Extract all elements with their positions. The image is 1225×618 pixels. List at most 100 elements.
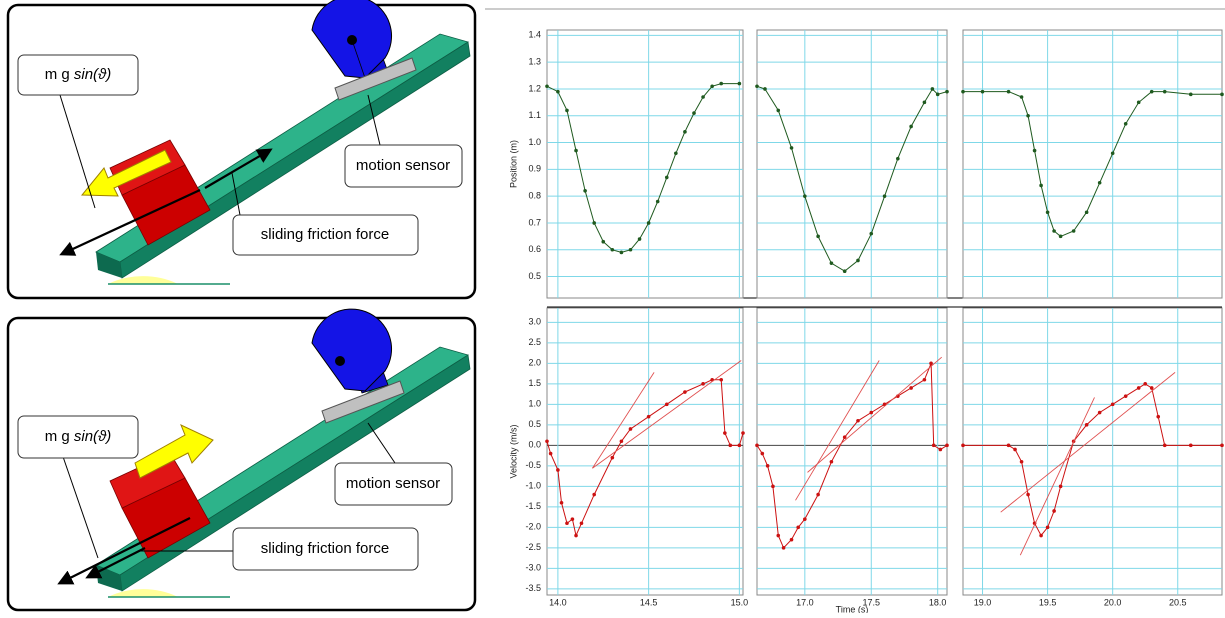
data-point [1162,89,1167,94]
data-point [789,146,794,150]
data-point [945,89,949,94]
data-line [963,383,1222,537]
y-tick-label: 0.5 [528,419,541,429]
y-tick-label: -1.5 [525,501,541,511]
data-point [1084,423,1089,427]
fit-line [1000,372,1176,513]
data-point [545,84,549,89]
y-tick-label: 1.1 [528,110,541,120]
data-point [922,100,927,105]
data-point [610,455,615,460]
y-axis-label: Velocity (m/s) [508,424,518,478]
force-label: m g sin(ϑ) [45,428,112,445]
x-tick-label: 19.0 [974,597,992,607]
data-point [683,390,687,394]
data-point [803,194,807,198]
data-point [664,175,669,180]
y-tick-label: 0.7 [528,217,541,227]
data-point [610,247,615,252]
data-point [664,402,669,407]
data-point [619,250,624,255]
fit-line [592,360,742,469]
data-line [963,91,1222,237]
fit-line [795,360,880,501]
data-point [1136,100,1141,105]
data-point [723,431,727,435]
data-point [692,111,696,115]
data-point [765,464,770,468]
data-point [896,156,900,161]
plot-area [546,307,744,596]
data-point [646,221,651,225]
y-tick-label: -1.0 [525,481,541,491]
data-point [760,451,765,456]
force-function: sin(ϑ) [74,66,111,83]
charts: 0.5 0.6 0.7 0.8 0.9 1.0 1.1 1.2 1.3 1.4 Position (… [508,29,1224,614]
y-tick-label: -0.5 [525,460,541,470]
data-point [1058,234,1063,239]
y-tick-label: 0.0 [528,440,541,450]
y-tick-label: -2.0 [525,522,541,532]
data-point [574,148,578,153]
data-point [796,525,800,530]
data-point [842,269,847,274]
data-line [756,363,948,549]
data-point [1071,229,1076,233]
data-point [1097,180,1102,185]
x-tick-label: 20.0 [1104,597,1122,607]
y-tick-label: 0.5 [528,271,541,281]
data-point [1019,95,1024,99]
data-point [1220,92,1224,97]
fit-line [592,372,655,469]
data-point [1188,92,1193,97]
data-point [1110,402,1115,407]
data-point [728,443,733,448]
data-point [771,484,775,489]
data-point [1039,533,1043,538]
data-point [545,439,549,444]
force-label-text: m g [45,66,70,83]
y-axis-label: Position (m) [508,140,518,188]
data-point [1026,113,1030,118]
data-point [856,418,860,423]
data-point [1188,443,1193,448]
data-point [922,377,927,382]
data-point [961,89,965,94]
data-point [683,130,687,134]
sensor-label: motion sensor [356,157,450,174]
data-point [829,261,834,265]
y-tick-label: 1.0 [528,399,541,409]
data-point [803,517,807,521]
diagram-top: m g sin(ϑ) motion sensor sliding frictio… [6,0,477,300]
data-point [1143,382,1148,386]
data-point [763,87,767,91]
data-point [755,84,759,89]
y-tick-label: -2.5 [525,542,541,552]
plot-area [962,307,1223,596]
data-point [737,443,742,448]
data-point [1058,484,1063,489]
data-point [592,221,596,225]
data-point [776,108,781,113]
x-axis-label: Time (s) [836,604,869,613]
data-point [1110,151,1115,156]
data-point [781,546,786,550]
y-tick-label: 0.8 [528,191,541,201]
friction-label: sliding friction force [261,226,389,243]
x-tick-label: 17.0 [796,597,814,607]
data-point [592,492,596,497]
y-tick-label: 3.0 [528,317,541,327]
data-point [710,84,714,89]
data-point [701,95,705,99]
data-point [565,108,569,113]
data-point [1052,509,1056,513]
x-tick-label: 19.5 [1039,597,1057,607]
data-point [719,377,724,382]
diagram-bottom: m g sin(ϑ) motion sensor sliding frictio… [6,308,477,612]
data-point [980,89,985,94]
data-point [570,517,575,521]
y-tick-label: 2.5 [528,337,541,347]
data-point [882,194,887,198]
